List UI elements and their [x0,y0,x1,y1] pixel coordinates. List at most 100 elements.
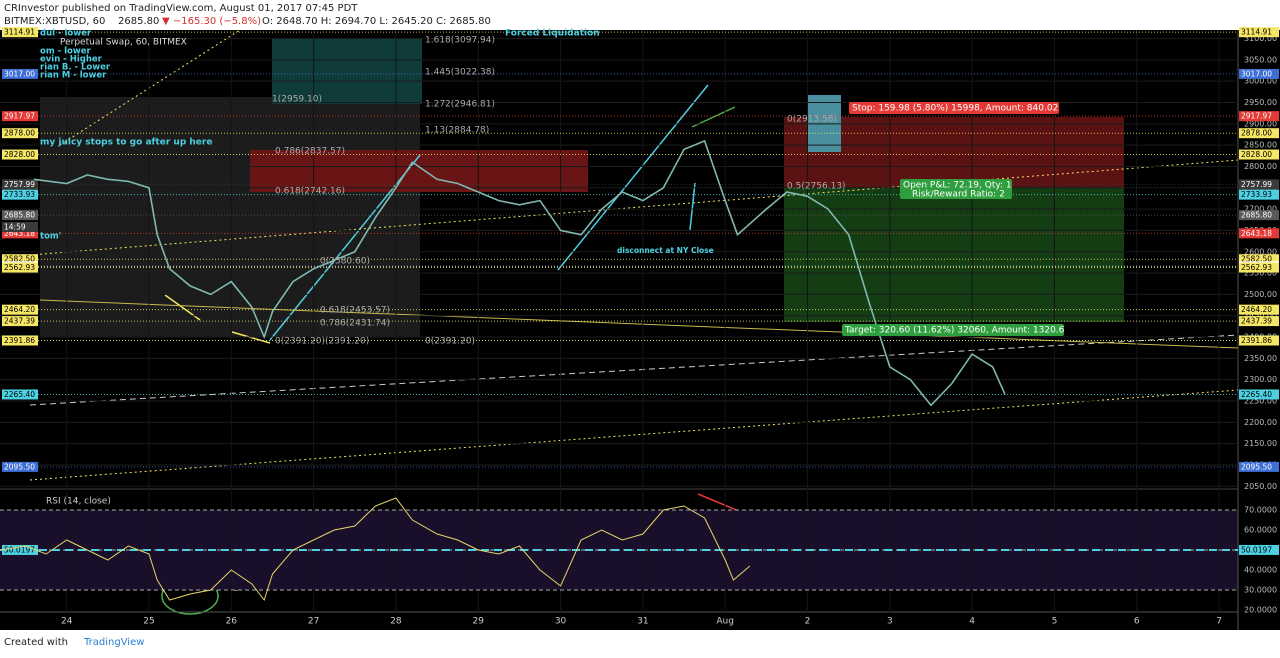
annotation: Forced Liquidation [505,29,600,39]
price-label-bg [2,111,38,122]
y-tick-label: 3000.00 [1244,77,1277,86]
price-label: 3114.91 [1241,28,1272,37]
price-label-bg [1239,128,1279,139]
price-label: 2733.93 [1241,190,1272,199]
rsi-tick-label: 60.0000 [1244,526,1277,535]
price-label: 2391.86 [1241,336,1272,345]
price-label: 2265.40 [1241,390,1272,399]
y-tick-label: 2700.00 [1244,205,1277,214]
y-tick-label: 3050.00 [1244,55,1277,64]
x-tick-label: 26 [226,617,238,627]
target-zone [784,187,1124,322]
price-label: 2828.00 [1241,150,1272,159]
y-tick-label: 2500.00 [1244,290,1277,299]
price-label-bg [1239,461,1279,472]
y-tick-label: 2200.00 [1244,418,1277,427]
x-tick-label: Aug [716,617,734,627]
price-label-bg [2,228,38,239]
footer-brand[interactable]: TradingView [83,637,144,648]
rsi-line [0,497,751,602]
y-tick-label: 3100.00 [1244,34,1277,43]
x-tick-label: 24 [61,617,73,627]
x-tick-label: 7 [1216,617,1222,627]
price-label: 2643.18 [1241,229,1272,238]
fib-label: 0(2391.20) [425,337,475,347]
footer-text: Created with [4,637,68,648]
price-label-bg [2,254,38,265]
x-tick-label: 4 [969,617,975,627]
price-label-bg [1239,254,1279,265]
header-bg [0,0,1280,30]
left-note: tom' [40,232,61,242]
chart-title: CRInvestor published on TradingView.com,… [4,3,358,14]
price-label-bg [2,149,38,160]
price-label-bg [1239,189,1279,200]
price-label: 2562.93 [4,263,35,272]
fib-label: 1.272(2946.81) [425,100,495,110]
rsi-title: RSI (14, close) [46,497,111,507]
price-label: 2757.99 [4,180,35,189]
y-tick-label: 2600.00 [1244,247,1277,256]
y-tick-label: 2350.00 [1244,354,1277,363]
price-label: 2562.93 [1241,263,1272,272]
fib-label: 0.618(2742.16) [275,187,345,197]
last-price: 2685.80 [118,16,159,27]
price-label: 2582.50 [4,255,35,264]
rsi-last-label: 50.0197 [1241,545,1272,554]
x-tick-label: 3 [887,617,893,627]
fib-label: 0(2580.60) [320,257,370,267]
price-label-bg [2,335,38,346]
price-change: ▼ −165.30 (−5.8%) [162,16,261,27]
price-label-bg [1239,210,1279,221]
y-tick-label: 2900.00 [1244,119,1277,128]
annotation: disconnect at NY Close [617,246,714,255]
annotation-box [849,102,1059,114]
price-label-bg [1239,389,1279,400]
y-tick-label: 2450.00 [1244,311,1277,320]
price-label: 2391.86 [4,336,35,345]
price-label: 2685.80 [1241,211,1272,220]
left-note: om - lower [40,47,92,57]
rsi-last-bg [2,544,38,555]
price-label: 2917.97 [4,112,35,121]
price-label-bg [2,389,38,400]
x-tick-label: 25 [143,617,154,627]
price-label-bg [2,179,38,190]
price-label: 2757.99 [1241,180,1272,189]
price-label: 3114.91 [4,28,35,37]
price-label-bg [1239,228,1279,239]
annotation: Risk/Reward Ratio: 2 [912,190,1005,200]
price-label: 2733.93 [4,190,35,199]
price-label-bg [1239,335,1279,346]
price-label-bg [2,189,38,200]
price-line-series [33,139,1006,407]
y-tick-label: 2850.00 [1244,141,1277,150]
symbol: BITMEX:XBTUSD, 60 [4,16,105,27]
price-label: 2828.00 [4,150,35,159]
price-label-bg [2,304,38,315]
annotation: Perpetual Swap, 60, BITMEX [60,38,187,48]
price-label: 2095.50 [1241,462,1272,471]
price-label: 2582.50 [1241,255,1272,264]
fib-label: 0.5(2756.13) [787,182,846,192]
price-label-bg [1239,316,1279,327]
annotation: my juicy stops to go after up here [40,138,212,148]
rsi-tick-label: 40.0000 [1244,566,1277,575]
fib-label: 1.13(2884.78) [425,126,489,136]
price-label-bg [1239,149,1279,160]
price-label: 3017.00 [4,69,35,78]
zone [40,97,420,337]
left-note: evin - Higher [40,55,103,65]
annotation: Target: 320.60 (11.62%) 32060, Amount: 1… [844,326,1065,336]
fib-label: 1.618(3097.94) [425,36,495,46]
y-tick-label: 2150.00 [1244,439,1277,448]
price-label-bg [1239,111,1279,122]
price-label-bg [2,262,38,273]
price-label: 3017.00 [1241,69,1272,78]
fib-label: 0(2913.58) [787,115,837,125]
left-note: rian B. - Lower [40,63,111,73]
left-note: dul - lower [40,29,92,39]
annotation-box [842,324,1064,336]
price-label: 2878.00 [1241,129,1272,138]
